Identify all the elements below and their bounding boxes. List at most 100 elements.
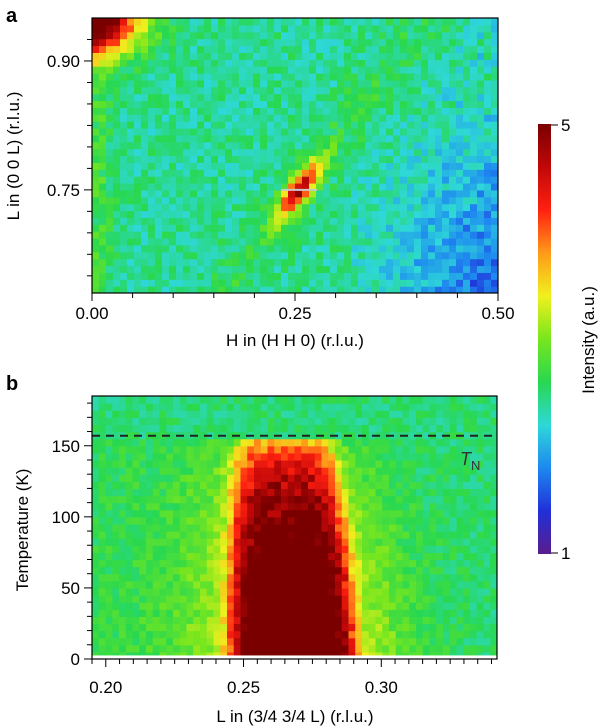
panel-a-heatmap-cell — [323, 107, 331, 115]
panel-a-heatmap-cell — [351, 169, 359, 177]
panel-a-heatmap-cell — [281, 52, 289, 60]
panel-a-heatmap-cell — [302, 155, 310, 163]
panel-b-heatmap-cell — [375, 637, 383, 646]
panel-a-heatmap-cell — [428, 203, 436, 212]
panel-b-heatmap-cell — [429, 616, 437, 625]
panel-b-heatmap-cell — [321, 637, 329, 646]
panel-b-heatmap-cell — [233, 644, 242, 653]
panel-b-heatmap-cell — [287, 417, 296, 426]
panel-b-heatmap-cell — [328, 403, 336, 411]
panel-a-heatmap-cell — [99, 141, 107, 150]
panel-a-heatmap-cell — [435, 24, 443, 33]
panel-a-heatmap-cell — [400, 128, 408, 136]
panel-a-heatmap-cell — [407, 79, 415, 88]
panel-a-heatmap-cell — [246, 24, 254, 33]
panel-b-heatmap-cell — [362, 630, 370, 639]
panel-a-heatmap-cell — [218, 169, 226, 177]
panel-b-heatmap-cell — [395, 396, 404, 404]
panel-a-heatmap-cell — [155, 31, 163, 40]
panel-a-heatmap-cell — [176, 93, 184, 102]
panel-b-heatmap-cell — [112, 410, 120, 418]
panel-a-heatmap-cell — [127, 79, 135, 88]
panel-b-heatmap-cell — [267, 587, 275, 596]
panel-a-heatmap-cell — [449, 93, 457, 102]
panel-a-heatmap-cell — [316, 286, 324, 293]
panel-b-heatmap-cell — [409, 445, 417, 454]
panel-b-heatmap-cell — [227, 559, 235, 568]
panel-b-heatmap-cell — [362, 609, 370, 617]
panel-b-heatmap-cell — [105, 630, 113, 639]
panel-b-heatmap-cell — [112, 502, 120, 511]
panel-a-heatmap-cell — [211, 217, 219, 225]
panel-a-heatmap-cell — [435, 251, 443, 260]
panel-a-heatmap-cell — [218, 203, 226, 212]
panel-a-heatmap-cell — [400, 86, 408, 95]
panel-b-heatmap-cell — [132, 559, 140, 568]
panel-b-heatmap-cell — [166, 474, 174, 482]
panel-a-heatmap-cell — [99, 52, 107, 60]
panel-a-heatmap-cell — [239, 134, 247, 143]
panel-b-heatmap-cell — [395, 609, 404, 617]
panel-a-heatmap-cell — [106, 45, 114, 53]
panel-b-heatmap-cell — [490, 644, 497, 653]
panel-a-heatmap-cell — [330, 79, 338, 88]
panel-a-heatmap-cell — [449, 210, 457, 218]
panel-b-heatmap-cell — [308, 538, 316, 546]
panel-b-heatmap-cell — [301, 552, 309, 561]
panel-a-heatmap-cell — [400, 66, 408, 74]
panel-a-heatmap-cell — [330, 224, 338, 232]
panel-b-heatmap-cell — [274, 595, 282, 603]
panel-a-heatmap-cell — [253, 45, 261, 53]
panel-a-heatmap-cell — [183, 196, 191, 205]
panel-a-heatmap-cell — [393, 238, 401, 246]
panel-a-heatmap-cell — [148, 251, 156, 260]
panel-a-heatmap-cell — [484, 210, 492, 218]
panel-b-heatmap-cell — [152, 566, 161, 575]
panel-b-heatmap-cell — [314, 538, 323, 546]
panel-b-heatmap-cell — [287, 609, 296, 617]
panel-a-heatmap-cell — [386, 79, 394, 88]
panel-b-heatmap-cell — [402, 609, 410, 617]
panel-b-heatmap-cell — [179, 481, 188, 490]
panel-b-heatmap-cell — [382, 559, 390, 568]
panel-a-heatmap-cell — [197, 114, 205, 122]
panel-b-heatmap-cell — [159, 488, 167, 497]
panel-b-heatmap-cell — [476, 587, 485, 596]
panel-b-heatmap-cell — [436, 417, 444, 426]
panel-a-heatmap-cell — [491, 169, 498, 177]
panel-b-heatmap-cell — [287, 452, 296, 461]
panel-a-heatmap-cell — [491, 107, 498, 115]
panel-b-heatmap-cell — [348, 459, 356, 468]
panel-a-heatmap-cell — [442, 279, 450, 287]
panel-b-heatmap-cell — [321, 531, 329, 539]
panel-b-heatmap-cell — [139, 459, 147, 468]
panel-a-heatmap-cell — [372, 286, 380, 293]
panel-a-heatmap-cell — [484, 244, 492, 253]
panel-b-heatmap-cell — [112, 602, 120, 610]
panel-a-heatmap-cell — [218, 141, 226, 150]
panel-b-heatmap-cell — [206, 396, 215, 404]
panel-a-heatmap-cell — [316, 258, 324, 267]
panel-a-heatmap-cell — [204, 169, 212, 177]
panel-a-heatmap-cell — [330, 251, 338, 260]
panel-a-heatmap-cell — [379, 155, 387, 163]
panel-a-heatmap-cell — [232, 244, 240, 253]
panel-b-heatmap-cell — [314, 481, 323, 490]
panel-b-heatmap-cell — [490, 552, 497, 561]
panel-a-heatmap-cell — [316, 176, 324, 184]
panel-a-heatmap-cell — [162, 224, 170, 232]
panel-a-heatmap-cell — [316, 217, 324, 225]
panel-b-heatmap-cell — [240, 417, 248, 426]
panel-b-heatmap-cell — [287, 595, 296, 603]
panel-a-heatmap-cell — [106, 251, 114, 260]
panel-b-heatmap-cell — [179, 545, 188, 553]
panel-b-heatmap-cell — [146, 637, 154, 646]
panel-b-heatmap-cell — [402, 396, 410, 404]
panel-b-heatmap-cell — [294, 637, 302, 646]
panel-a-heatmap-cell — [288, 272, 296, 280]
panel-b-heatmap-cell — [193, 566, 201, 575]
panel-a-heatmap-cell — [435, 73, 443, 81]
panel-b-heatmap-cell — [98, 516, 107, 525]
panel-b-heatmap-cell — [368, 403, 377, 411]
panel-b-heatmap-cell — [476, 417, 485, 426]
